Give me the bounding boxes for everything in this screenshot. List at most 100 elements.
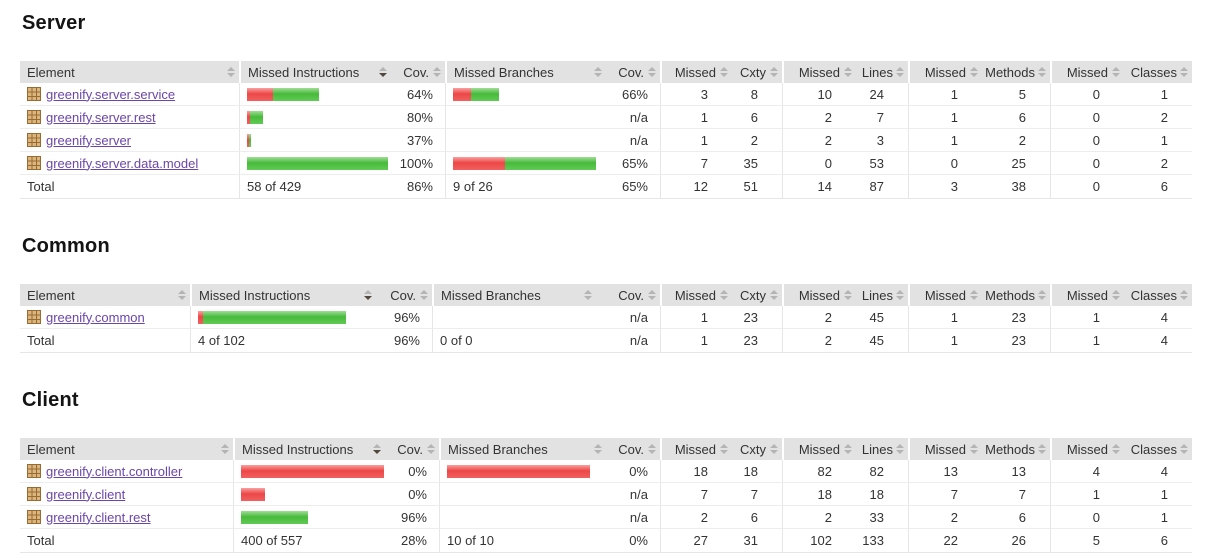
sort-icon[interactable] bbox=[1038, 290, 1046, 300]
missed-classes: 1 bbox=[1050, 483, 1124, 506]
column-header-classes[interactable]: Classes bbox=[1124, 61, 1192, 83]
sort-icon[interactable] bbox=[896, 444, 904, 454]
sort-icon[interactable] bbox=[843, 290, 852, 300]
column-header-missed-branches[interactable]: Missed Branches bbox=[432, 284, 596, 306]
table-header-row: Element Missed Instructions Cov. Missed … bbox=[20, 284, 1192, 306]
sort-icon[interactable] bbox=[769, 290, 778, 300]
sort-icon[interactable] bbox=[593, 67, 602, 77]
sort-icon[interactable] bbox=[1111, 444, 1120, 454]
column-header-missed[interactable]: Missed bbox=[908, 284, 982, 306]
sort-icon[interactable] bbox=[583, 290, 592, 300]
column-header-missed[interactable]: Missed bbox=[1050, 61, 1124, 83]
sort-icon[interactable] bbox=[769, 444, 778, 454]
coverage-table-server: Element Missed Instructions Cov. Missed … bbox=[20, 61, 1192, 199]
column-header-cov[interactable]: Cov. bbox=[606, 438, 660, 460]
sort-icon[interactable] bbox=[647, 444, 656, 454]
column-header-missed-branches[interactable]: Missed Branches bbox=[439, 438, 606, 460]
column-header-cov[interactable]: Cov. bbox=[376, 284, 432, 306]
sort-icon[interactable] bbox=[432, 67, 441, 77]
instructions-coverage-pct: 96% bbox=[385, 506, 439, 529]
sort-icon[interactable] bbox=[769, 67, 778, 77]
missed-methods: 1 bbox=[908, 83, 982, 106]
sort-icon-active[interactable] bbox=[363, 290, 372, 300]
sort-icon[interactable] bbox=[1038, 444, 1046, 454]
column-header-missed[interactable]: Missed bbox=[660, 61, 732, 83]
sort-icon[interactable] bbox=[1111, 290, 1120, 300]
sort-icon[interactable] bbox=[647, 67, 656, 77]
column-header-cov[interactable]: Cov. bbox=[391, 61, 445, 83]
column-header-lines[interactable]: Lines bbox=[856, 438, 908, 460]
missed-lines: 2 bbox=[782, 106, 856, 129]
sort-icon[interactable] bbox=[1038, 67, 1046, 77]
column-header-cov[interactable]: Cov. bbox=[596, 284, 660, 306]
column-header-element[interactable]: Element bbox=[20, 438, 233, 460]
package-link[interactable]: greenify.common bbox=[46, 309, 145, 325]
sort-icon[interactable] bbox=[719, 444, 728, 454]
package-link[interactable]: greenify.server.rest bbox=[46, 109, 156, 125]
column-header-missed[interactable]: Missed bbox=[1050, 438, 1124, 460]
column-header-element[interactable]: Element bbox=[20, 284, 190, 306]
column-header-classes[interactable]: Classes bbox=[1124, 284, 1192, 306]
package-link[interactable]: greenify.server bbox=[46, 132, 132, 148]
sort-icon[interactable] bbox=[419, 290, 428, 300]
sort-icon[interactable] bbox=[719, 290, 728, 300]
sort-icon-active[interactable] bbox=[378, 67, 387, 77]
sort-icon[interactable] bbox=[1111, 67, 1120, 77]
total-label: Total bbox=[20, 329, 190, 353]
sort-icon[interactable] bbox=[843, 444, 852, 454]
column-header-missed-branches[interactable]: Missed Branches bbox=[445, 61, 606, 83]
column-header-cxty[interactable]: Cxty bbox=[732, 438, 782, 460]
package-link[interactable]: greenify.client bbox=[46, 486, 126, 502]
column-header-missed[interactable]: Missed bbox=[782, 284, 856, 306]
column-header-cxty[interactable]: Cxty bbox=[732, 61, 782, 83]
column-header-methods[interactable]: Methods bbox=[982, 284, 1050, 306]
sort-icon[interactable] bbox=[969, 444, 978, 454]
column-header-element[interactable]: Element bbox=[20, 61, 239, 83]
column-header-missed-instructions[interactable]: Missed Instructions bbox=[190, 284, 376, 306]
column-header-cov[interactable]: Cov. bbox=[606, 61, 660, 83]
table-total-row: Total 4 of 102 96% 0 of 0 n/a 1 23 2 45 … bbox=[20, 329, 1192, 353]
missed-cxty: 1 bbox=[660, 306, 732, 329]
sort-icon[interactable] bbox=[220, 444, 229, 454]
sort-icon[interactable] bbox=[843, 67, 852, 77]
package-link[interactable]: greenify.server.service bbox=[46, 86, 176, 102]
sort-icon-active[interactable] bbox=[372, 444, 381, 454]
column-header-methods[interactable]: Methods bbox=[982, 438, 1050, 460]
column-header-missed[interactable]: Missed bbox=[782, 438, 856, 460]
column-header-lines[interactable]: Lines bbox=[856, 61, 908, 83]
column-header-missed[interactable]: Missed bbox=[908, 438, 982, 460]
sort-icon[interactable] bbox=[177, 290, 186, 300]
sort-icon[interactable] bbox=[896, 290, 904, 300]
column-header-missed-instructions[interactable]: Missed Instructions bbox=[239, 61, 391, 83]
sort-icon[interactable] bbox=[647, 290, 656, 300]
sort-icon[interactable] bbox=[1180, 444, 1188, 454]
column-header-missed-instructions[interactable]: Missed Instructions bbox=[233, 438, 385, 460]
missed-bar bbox=[241, 464, 384, 478]
package-link[interactable]: greenify.server.data.model bbox=[46, 155, 199, 171]
package-link[interactable]: greenify.client.controller bbox=[46, 463, 183, 479]
column-header-methods[interactable]: Methods bbox=[982, 61, 1050, 83]
sort-icon[interactable] bbox=[896, 67, 904, 77]
sort-icon[interactable] bbox=[969, 67, 978, 77]
total-lines: 45 bbox=[856, 329, 908, 353]
column-header-classes[interactable]: Classes bbox=[1124, 438, 1192, 460]
total-instructions-pct: 86% bbox=[391, 175, 445, 199]
column-header-missed[interactable]: Missed bbox=[660, 284, 732, 306]
sort-icon[interactable] bbox=[426, 444, 435, 454]
column-header-cxty[interactable]: Cxty bbox=[732, 284, 782, 306]
column-header-missed[interactable]: Missed bbox=[660, 438, 732, 460]
sort-icon[interactable] bbox=[593, 444, 602, 454]
column-header-missed[interactable]: Missed bbox=[1050, 284, 1124, 306]
cxty: 35 bbox=[732, 152, 782, 175]
sort-icon[interactable] bbox=[226, 67, 235, 77]
package-link[interactable]: greenify.client.rest bbox=[46, 509, 151, 525]
sort-icon[interactable] bbox=[719, 67, 728, 77]
column-header-missed[interactable]: Missed bbox=[908, 61, 982, 83]
column-header-cov[interactable]: Cov. bbox=[385, 438, 439, 460]
sort-icon[interactable] bbox=[1180, 67, 1188, 77]
sort-icon[interactable] bbox=[969, 290, 978, 300]
column-header-lines[interactable]: Lines bbox=[856, 284, 908, 306]
sort-icon[interactable] bbox=[1180, 290, 1188, 300]
column-header-missed[interactable]: Missed bbox=[782, 61, 856, 83]
missed-bar bbox=[247, 87, 273, 101]
